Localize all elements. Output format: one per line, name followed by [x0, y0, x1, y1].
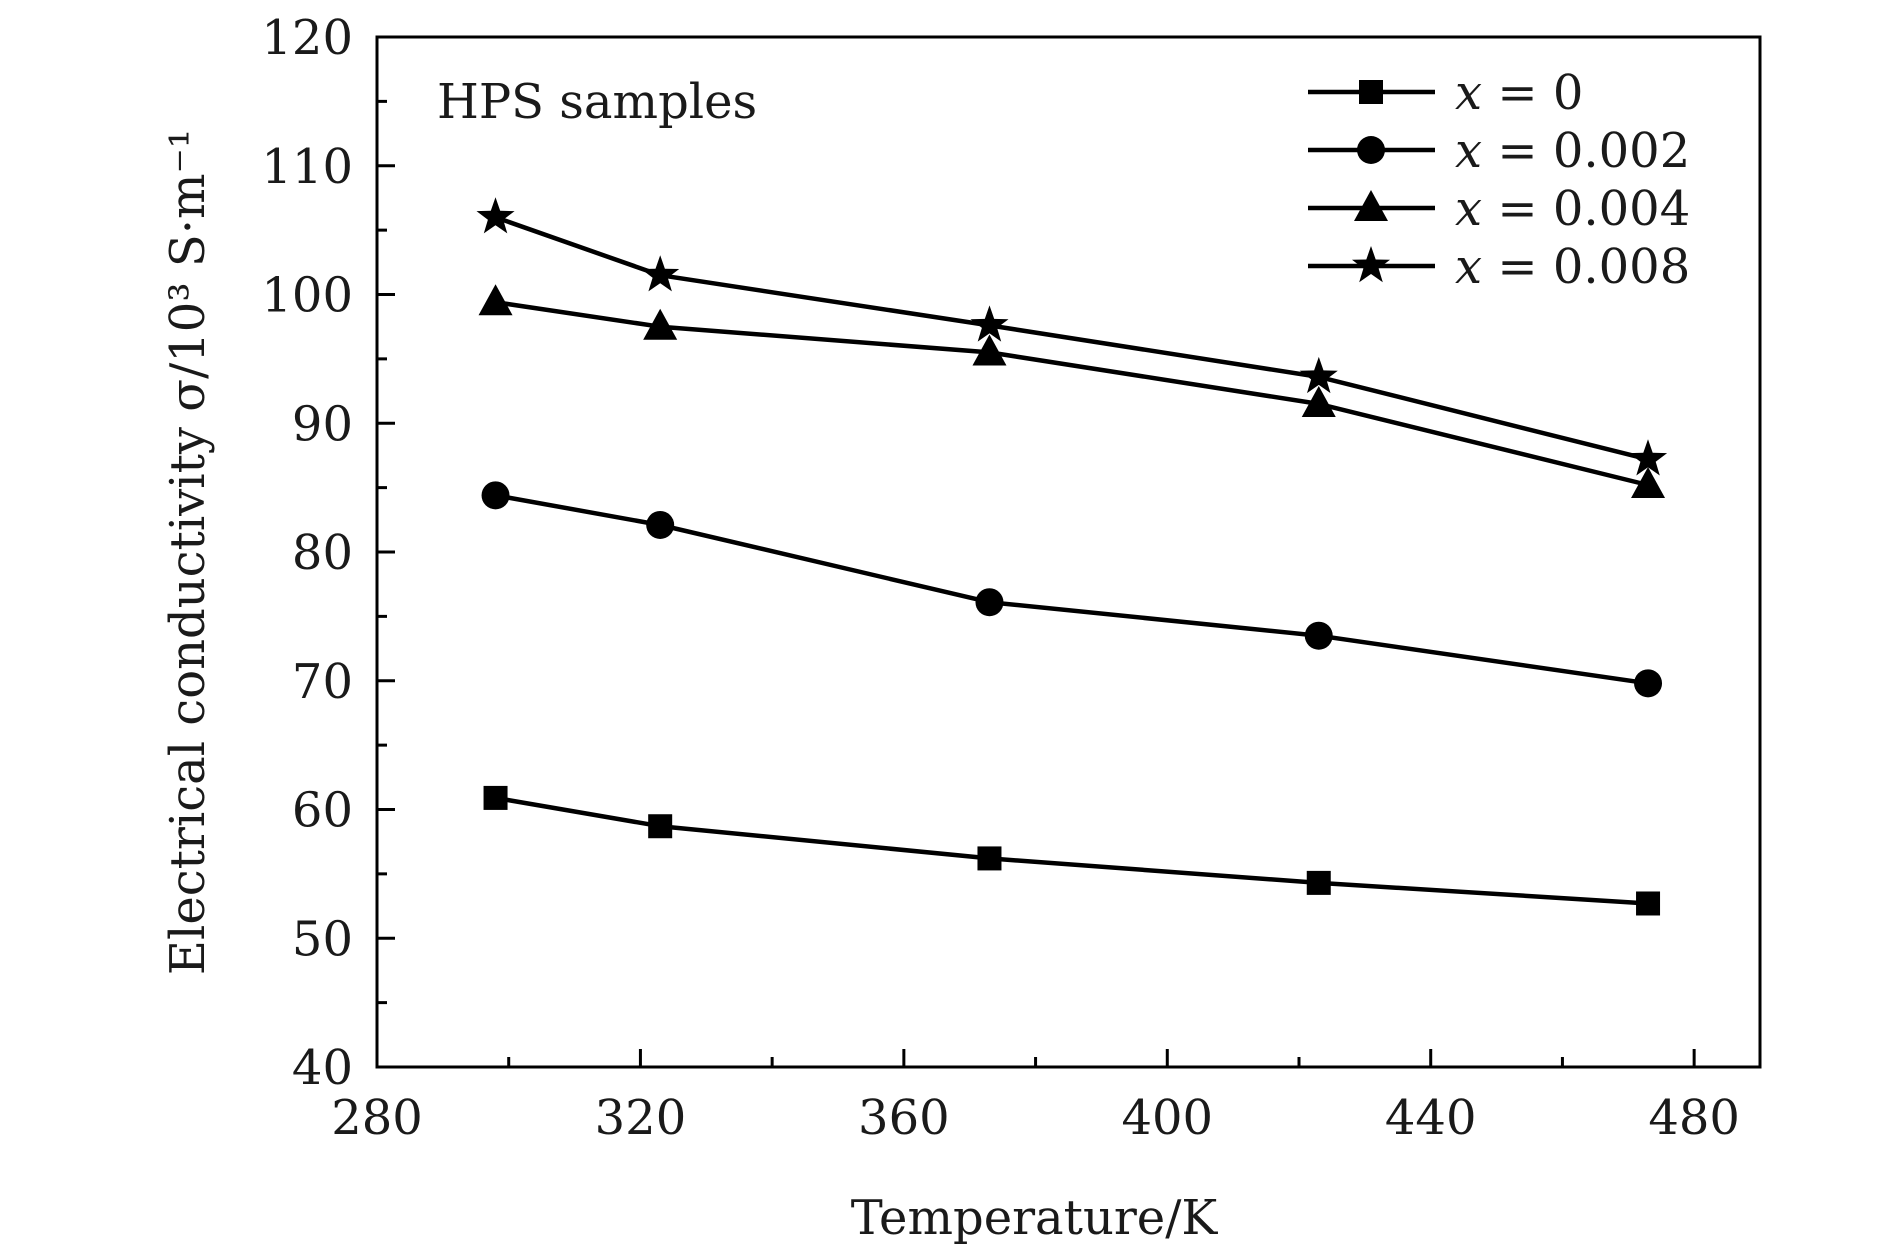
series-layer: [476, 197, 1668, 916]
x-tick-label: 480: [1648, 1090, 1740, 1146]
data-point-circle: [481, 481, 510, 510]
series-triangle: [478, 284, 1666, 499]
legend-label: x = 0: [1455, 65, 1583, 121]
data-point-triangle: [643, 308, 678, 340]
axis-ticks: [375, 35, 1696, 1069]
legend-value: = 0.008: [1482, 239, 1690, 295]
legend-value: = 0.004: [1482, 181, 1690, 237]
data-point-triangle: [478, 284, 513, 316]
data-point-circle: [1304, 621, 1333, 650]
data-point-square: [648, 814, 673, 839]
legend-variable: x: [1455, 65, 1482, 121]
y-tick-label: 50: [292, 911, 353, 967]
legend-marker-circle: [1357, 136, 1385, 164]
y-tick-label: 100: [261, 268, 353, 324]
data-point-square: [977, 846, 1002, 871]
data-point-triangle: [1301, 385, 1336, 417]
data-point-circle: [1634, 669, 1663, 698]
y-axis-title: Electrical conductivity σ/10³ S·m⁻¹: [160, 129, 216, 975]
legend-label: x = 0.008: [1455, 239, 1690, 295]
data-point-star: [476, 197, 515, 234]
legend-item: x = 0.008: [1308, 239, 1690, 295]
series-line: [495, 795, 1649, 906]
legend-variable: x: [1455, 181, 1482, 237]
x-tick-label: 280: [331, 1090, 423, 1146]
legend-variable: x: [1455, 123, 1482, 179]
axis-tick-labels: 280 320 360 400 440 480 40 50 60 70 80 90 100 110 120: [261, 10, 1740, 1146]
x-axis-title: Temperature/K: [851, 1190, 1219, 1246]
x-tick-label: 440: [1385, 1090, 1477, 1146]
legend-label: x = 0.002: [1455, 123, 1690, 179]
legend-label: x = 0.004: [1455, 181, 1690, 237]
y-tick-label: 90: [292, 396, 353, 452]
data-point-circle: [975, 588, 1004, 617]
data-point-square: [1306, 870, 1331, 895]
data-point-circle: [646, 510, 675, 539]
series-square: [483, 785, 1661, 916]
data-point-square: [483, 785, 508, 810]
data-point-star: [970, 305, 1009, 342]
legend-variable: x: [1455, 239, 1482, 295]
legend-value: = 0.002: [1482, 123, 1690, 179]
y-tick-label: 80: [292, 525, 353, 581]
y-tick-label: 110: [261, 139, 353, 195]
data-point-triangle: [972, 334, 1007, 366]
series-circle: [481, 481, 1663, 698]
x-tick-label: 400: [1121, 1090, 1213, 1146]
data-point-star: [641, 255, 680, 292]
y-tick-label: 70: [292, 654, 353, 710]
legend-item: x = 0: [1308, 65, 1583, 121]
data-point-star: [1299, 356, 1338, 394]
x-tick-label: 320: [595, 1090, 687, 1146]
data-point-star: [1629, 439, 1668, 476]
legend-value: = 0: [1482, 65, 1583, 121]
series-star: [476, 197, 1668, 476]
data-point-square: [1636, 891, 1661, 916]
annotation-hps-samples: HPS samples: [437, 74, 757, 130]
data-point-triangle: [1631, 467, 1666, 499]
y-tick-label: 40: [292, 1040, 353, 1096]
y-tick-label: 60: [292, 783, 353, 839]
legend-item: x = 0.002: [1308, 123, 1690, 179]
x-tick-label: 360: [858, 1090, 950, 1146]
legend-marker-triangle: [1354, 190, 1388, 221]
legend-marker-square: [1359, 80, 1383, 104]
legend-item: x = 0.004: [1308, 181, 1690, 237]
legend-marker-star: [1352, 246, 1390, 283]
y-tick-label: 120: [261, 10, 353, 66]
